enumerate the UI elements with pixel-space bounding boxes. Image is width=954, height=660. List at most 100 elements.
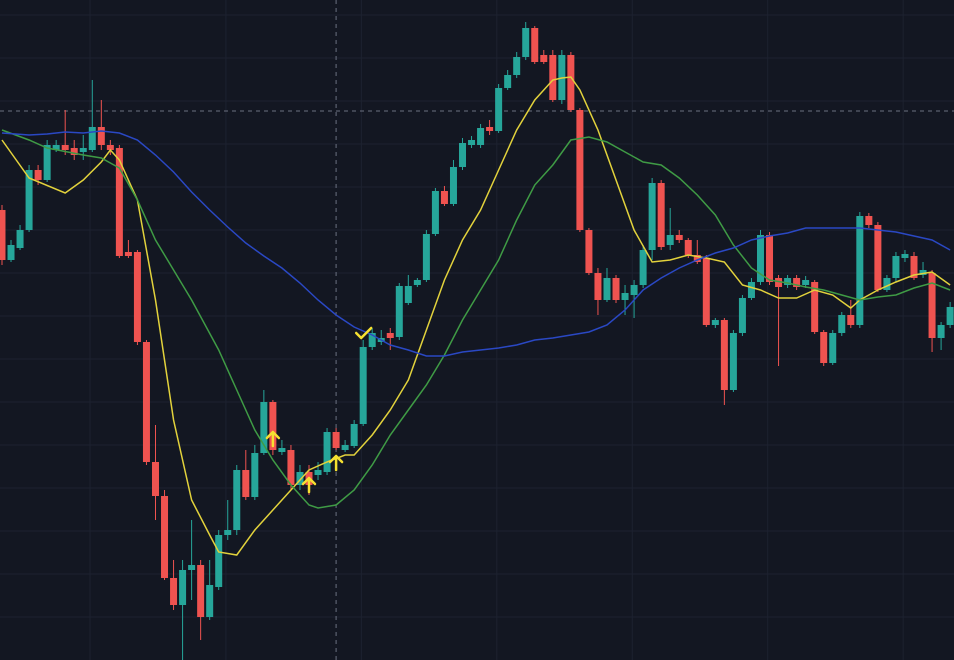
candle-body — [856, 216, 864, 325]
candle-body — [720, 320, 728, 390]
candle-body — [468, 140, 476, 145]
candle-body — [603, 278, 611, 300]
candle-body — [224, 530, 232, 535]
candle-body — [332, 432, 340, 448]
candle-body — [188, 565, 196, 570]
candle-body — [97, 127, 105, 145]
candle-body — [766, 235, 774, 282]
candle-body — [865, 216, 873, 225]
check-marker — [354, 326, 373, 340]
candle-body — [513, 57, 521, 75]
candle-body — [142, 342, 150, 462]
candle-body — [811, 282, 819, 332]
candle-body — [793, 278, 801, 287]
candle-body — [287, 450, 295, 485]
candle-body — [440, 191, 448, 204]
candle-body — [937, 325, 945, 338]
candle-body — [666, 235, 674, 245]
buy-arrow — [328, 454, 344, 472]
candle-body — [395, 286, 403, 337]
candle-body — [413, 280, 421, 285]
candle-body — [621, 293, 629, 300]
candle-body — [729, 333, 737, 390]
candle-body — [43, 145, 51, 180]
candle-body — [838, 315, 846, 333]
candle-body — [106, 145, 114, 150]
candle-body — [784, 278, 792, 285]
candle-body — [34, 170, 42, 180]
candle-body — [52, 145, 60, 150]
candle-body — [594, 273, 602, 300]
candle-body — [802, 280, 810, 285]
candle-body — [847, 315, 855, 325]
buy-arrow — [301, 476, 317, 494]
candle-body — [233, 470, 241, 530]
candle-body — [431, 191, 439, 234]
candle-body — [323, 432, 331, 472]
candle-body — [278, 448, 286, 452]
candle-body — [747, 282, 755, 298]
candle-body — [124, 252, 132, 256]
candle-body — [151, 462, 159, 496]
moving-average-line — [1, 129, 951, 509]
candle-body — [630, 285, 638, 295]
candle-body — [738, 298, 746, 333]
candle-body — [260, 402, 268, 453]
candle-body — [79, 148, 87, 152]
buy-arrow — [265, 430, 281, 448]
candle-body — [612, 278, 620, 300]
candle-body — [61, 145, 69, 150]
candle-body — [820, 332, 828, 363]
candle-body — [486, 127, 494, 131]
candle-body — [504, 75, 512, 88]
candle-body — [449, 167, 457, 204]
candle-body — [549, 55, 557, 100]
candle-body — [477, 128, 485, 145]
candle-body — [531, 28, 539, 62]
candle-body — [702, 258, 710, 325]
candle-body — [775, 278, 783, 287]
candle-body — [0, 210, 6, 260]
candle-body — [576, 110, 584, 230]
candle-body — [197, 565, 205, 617]
candle-body — [928, 273, 936, 338]
candle-body — [206, 585, 214, 617]
candle-body — [675, 235, 683, 240]
candle-body — [495, 88, 503, 131]
candle-body — [522, 28, 530, 57]
moving-average-line — [1, 130, 951, 357]
candle-body — [170, 578, 178, 605]
candle-body — [350, 424, 358, 446]
candle-body — [892, 256, 900, 278]
candle-body — [314, 470, 322, 475]
candle-body — [829, 333, 837, 363]
candle-body — [540, 55, 548, 62]
candle-body — [919, 270, 927, 275]
candle-body — [648, 183, 656, 250]
candle-body — [179, 570, 187, 605]
candle-body — [251, 453, 259, 497]
candle-body — [341, 445, 349, 450]
candle-body — [693, 255, 701, 262]
candle-body — [16, 230, 24, 248]
candle-body — [946, 307, 954, 325]
candle-body — [883, 278, 891, 290]
candle-body — [115, 148, 123, 256]
candle-body — [901, 254, 909, 258]
candle-body — [133, 252, 141, 342]
candle-body — [25, 170, 33, 230]
candle-body — [567, 55, 575, 110]
candle-body — [404, 286, 412, 303]
candle-body — [161, 496, 169, 578]
candle-body — [269, 402, 277, 450]
candle-body — [88, 127, 96, 150]
candle-body — [756, 235, 764, 282]
candle-body — [585, 230, 593, 273]
candle-body — [684, 240, 692, 255]
candle-body — [368, 333, 376, 347]
candle-body — [657, 183, 665, 247]
moving-average-line — [1, 76, 951, 556]
candle-body — [711, 320, 719, 325]
